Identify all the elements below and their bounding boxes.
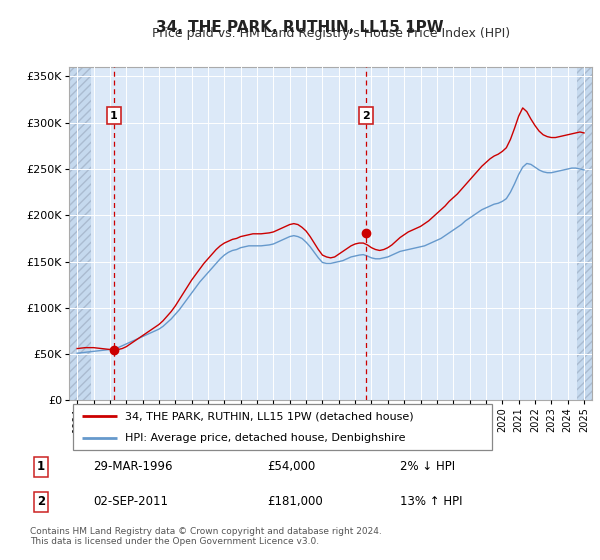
Text: Contains HM Land Registry data © Crown copyright and database right 2024.
This d: Contains HM Land Registry data © Crown c… xyxy=(30,526,382,546)
Text: 2% ↓ HPI: 2% ↓ HPI xyxy=(400,460,455,473)
Bar xyxy=(577,67,592,400)
FancyBboxPatch shape xyxy=(73,404,493,450)
Text: 34, THE PARK, RUTHIN, LL15 1PW (detached house): 34, THE PARK, RUTHIN, LL15 1PW (detached… xyxy=(125,411,414,421)
Text: 13% ↑ HPI: 13% ↑ HPI xyxy=(400,496,463,508)
Text: 02-SEP-2011: 02-SEP-2011 xyxy=(94,496,169,508)
Text: 34, THE PARK, RUTHIN, LL15 1PW: 34, THE PARK, RUTHIN, LL15 1PW xyxy=(156,20,444,35)
Text: 2: 2 xyxy=(37,496,45,508)
Text: 1: 1 xyxy=(37,460,45,473)
Text: £181,000: £181,000 xyxy=(268,496,323,508)
Text: 1: 1 xyxy=(110,110,118,120)
Text: 2: 2 xyxy=(362,110,370,120)
Title: Price paid vs. HM Land Registry's House Price Index (HPI): Price paid vs. HM Land Registry's House … xyxy=(152,27,509,40)
Text: HPI: Average price, detached house, Denbighshire: HPI: Average price, detached house, Denb… xyxy=(125,433,406,443)
Text: 29-MAR-1996: 29-MAR-1996 xyxy=(94,460,173,473)
Text: £54,000: £54,000 xyxy=(268,460,316,473)
Bar xyxy=(69,67,91,400)
